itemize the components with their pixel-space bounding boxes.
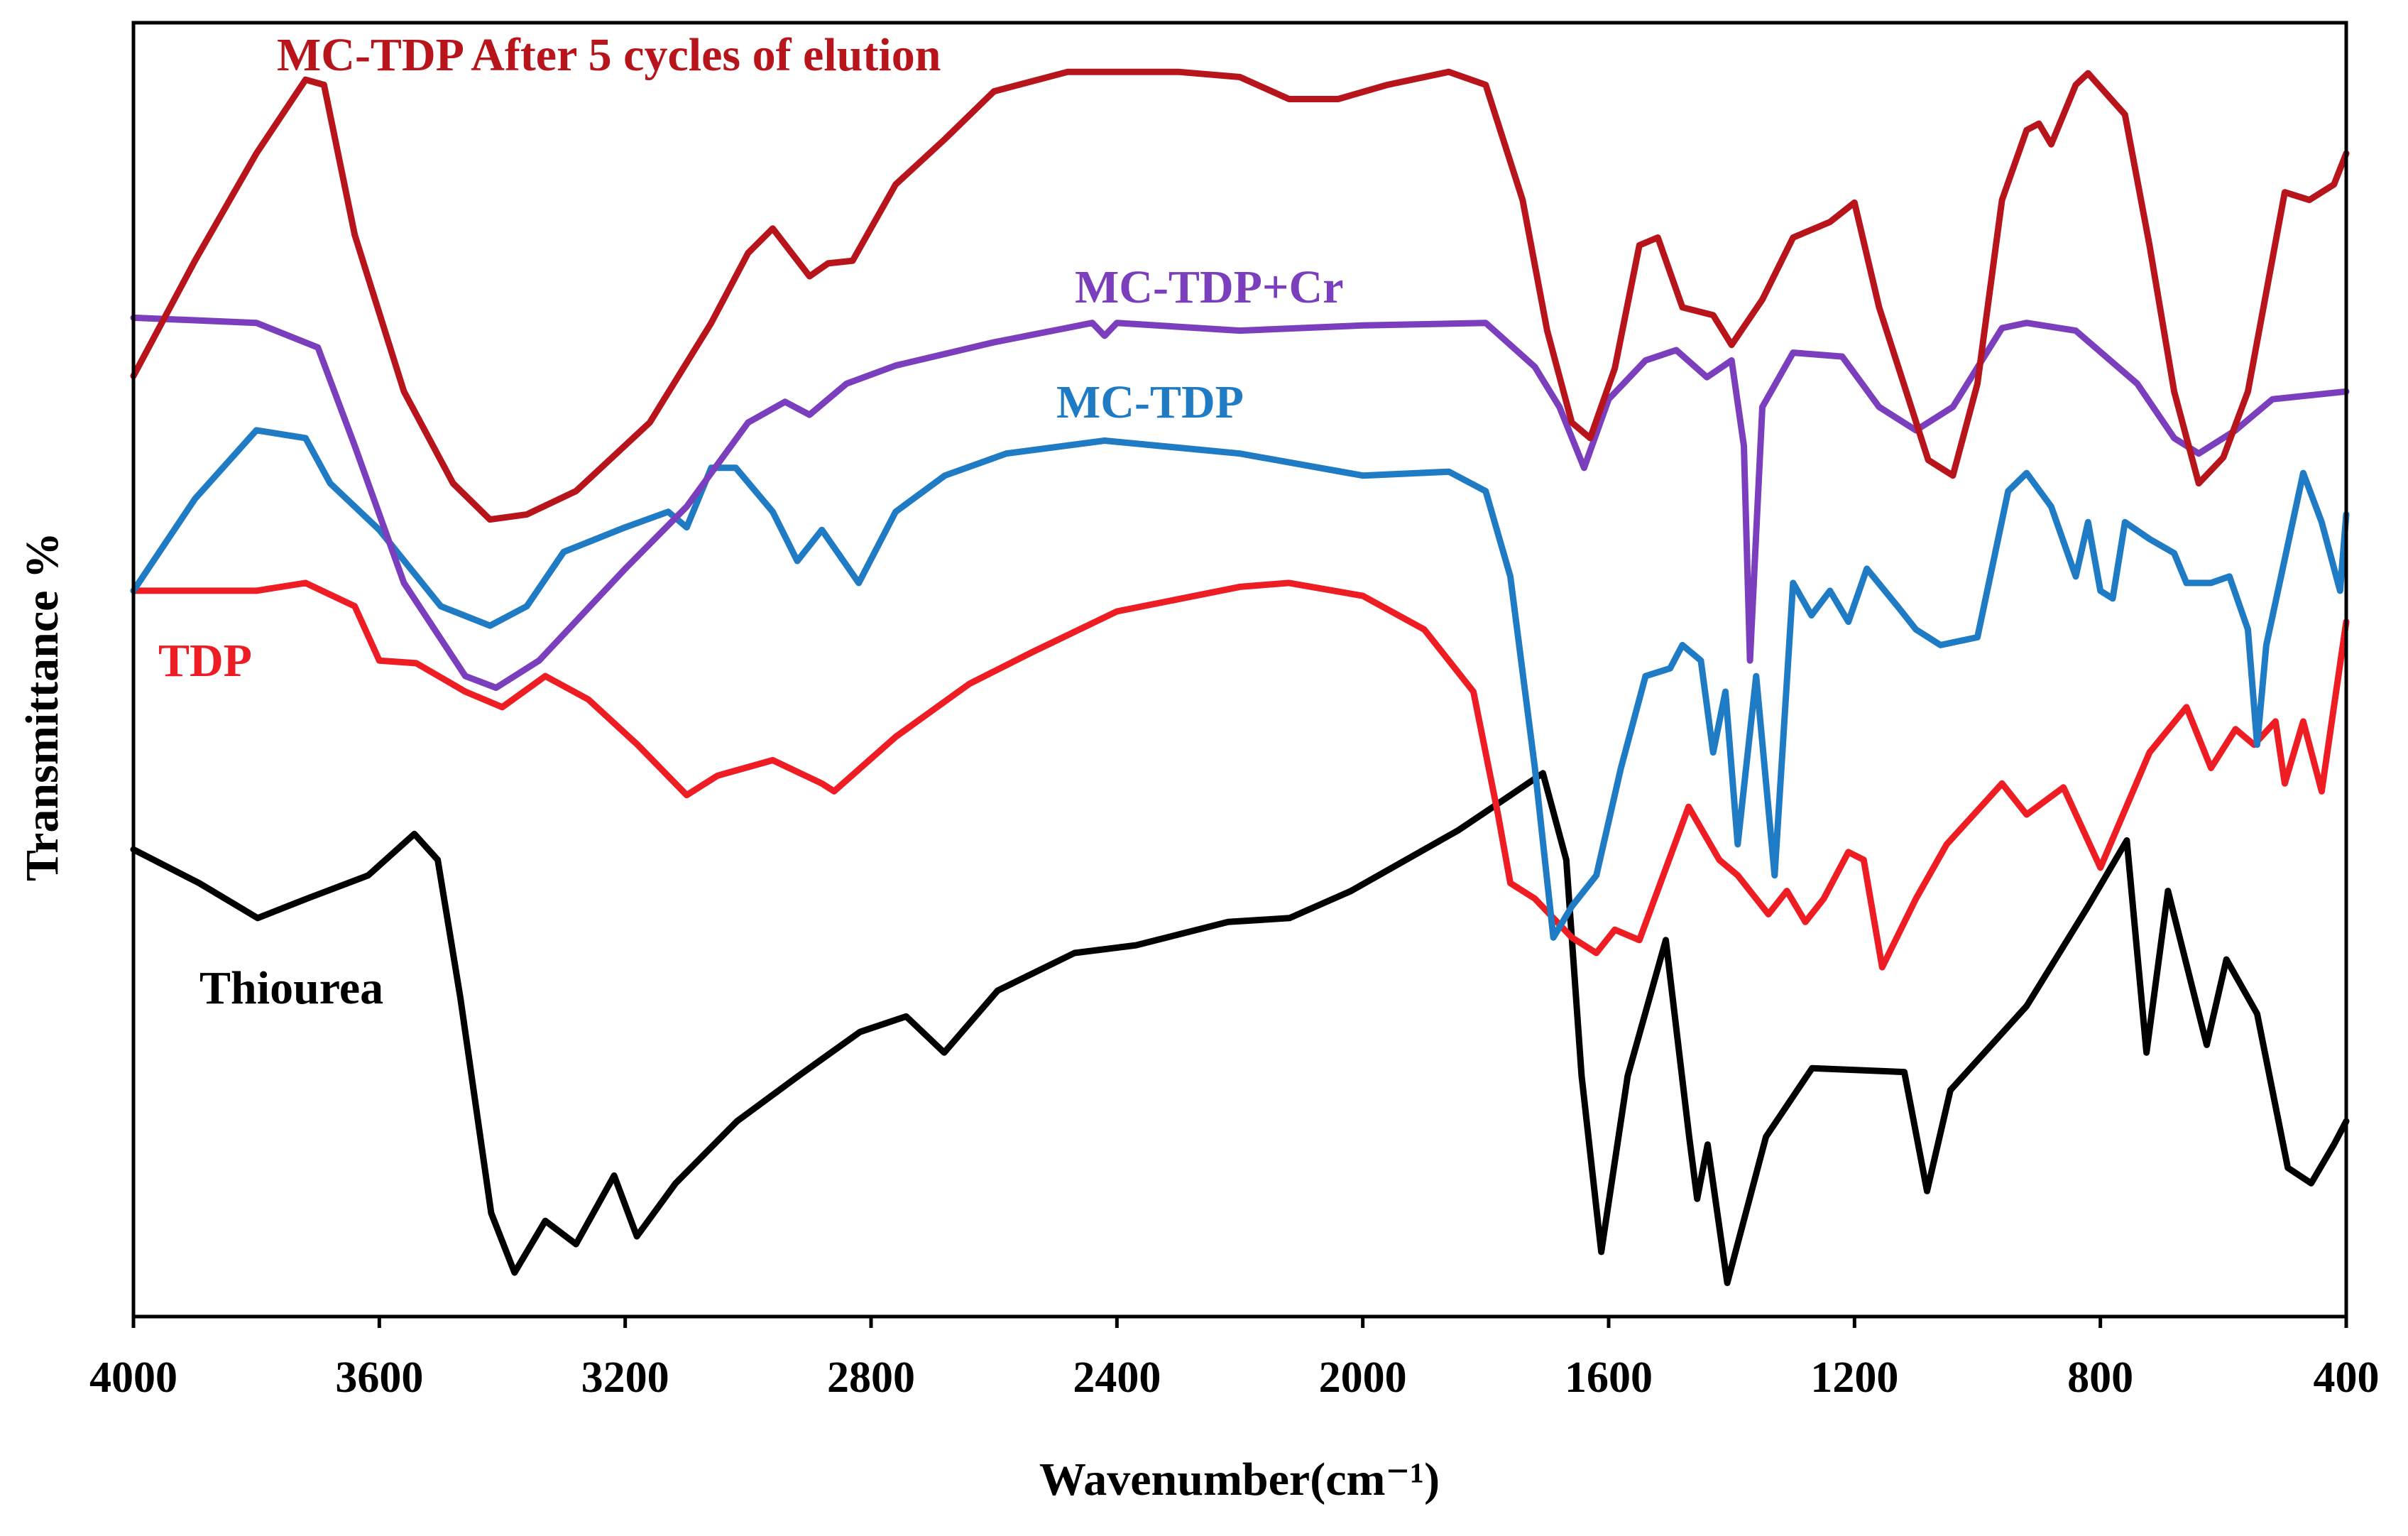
x-tick-label: 4000 (89, 1353, 177, 1402)
x-tick-label: 2800 (827, 1353, 915, 1402)
x-tick-label: 800 (2067, 1353, 2133, 1402)
series-line (130, 770, 2350, 1287)
x-tick-label: 3600 (335, 1353, 423, 1402)
x-axis-title: Wavenumber(cm⁻¹) (1039, 1454, 1440, 1505)
x-tick-label: 3200 (581, 1353, 669, 1402)
series-label: MC-TDP (1056, 376, 1244, 428)
x-tick-label: 2400 (1073, 1353, 1161, 1402)
x-tick-label: 1200 (1810, 1353, 1898, 1402)
x-tick-label: 2000 (1319, 1353, 1407, 1402)
series-label: MC-TDP+Cr (1075, 261, 1344, 313)
series-line (130, 68, 2350, 523)
x-tick-label: 1600 (1565, 1353, 1653, 1402)
series-line (130, 427, 2350, 941)
plot-frame (131, 21, 2348, 1319)
series-line (130, 579, 2350, 971)
series-label: MC-TDP After 5 cycles of elution (277, 29, 941, 81)
x-tick-label: 400 (2314, 1353, 2380, 1402)
series-label: TDP (158, 635, 252, 687)
y-axis-title: Transmittance % (16, 532, 68, 881)
series-line (130, 314, 2350, 691)
series-label: Thiourea (199, 962, 383, 1014)
